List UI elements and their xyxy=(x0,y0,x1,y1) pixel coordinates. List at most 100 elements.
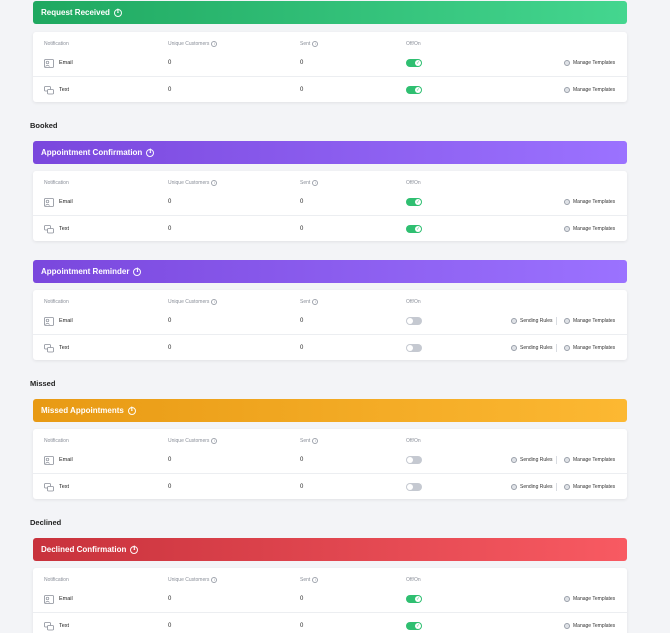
enable-toggle[interactable] xyxy=(406,483,422,491)
col-sent-header: Sent i xyxy=(300,41,319,47)
gear-icon xyxy=(564,457,570,463)
table-row: Email 0 0 ✓ Manage Templates xyxy=(33,189,627,215)
block-banner: Appointment Reminder i xyxy=(33,260,627,283)
info-icon[interactable]: i xyxy=(113,8,122,17)
enable-toggle[interactable]: ✓ xyxy=(406,59,422,67)
col-off-on-header: Off/On xyxy=(406,577,421,583)
check-icon: ✓ xyxy=(415,87,421,93)
gear-icon xyxy=(511,484,517,490)
gear-icon xyxy=(564,484,570,490)
check-icon: ✓ xyxy=(415,199,421,205)
gear-icon xyxy=(564,345,570,351)
sending-rules-button[interactable]: Sending Rules xyxy=(511,335,553,361)
chat-icon xyxy=(44,343,54,352)
col-notification-header: Notification xyxy=(44,299,69,305)
check-icon: ✓ xyxy=(415,60,421,66)
block-title: Appointment Reminder xyxy=(41,267,130,276)
channel-label: Email xyxy=(59,457,73,463)
table-row: Text 0 0 Sending Rules Manage Templates xyxy=(33,334,627,360)
unique-customers-value: 0 xyxy=(168,457,172,463)
enable-toggle[interactable]: ✓ xyxy=(406,86,422,94)
section-title-missed: Missed xyxy=(30,379,56,388)
info-icon[interactable]: i xyxy=(211,299,218,305)
sent-value: 0 xyxy=(300,596,304,602)
section-title-booked: Booked xyxy=(30,121,58,130)
col-off-on-header: Off/On xyxy=(406,180,421,186)
info-icon[interactable]: i xyxy=(312,299,319,305)
unique-customers-value: 0 xyxy=(168,226,172,232)
info-icon[interactable]: i xyxy=(211,180,218,186)
manage-templates-button[interactable]: Manage Templates xyxy=(564,308,615,334)
col-off-on-header: Off/On xyxy=(406,299,421,305)
section-title-declined: Declined xyxy=(30,518,62,527)
manage-templates-button[interactable]: Manage Templates xyxy=(564,586,615,612)
enable-toggle[interactable]: ✓ xyxy=(406,622,422,630)
notification-table: Notification Unique Customers i Sent i Off… xyxy=(33,429,627,499)
gear-icon xyxy=(564,199,570,205)
channel-label: Email xyxy=(59,596,73,602)
manage-templates-button[interactable]: Manage Templates xyxy=(564,335,615,361)
divider xyxy=(556,344,557,352)
unique-customers-value: 0 xyxy=(168,484,172,490)
table-row: Email 0 0 Sending Rules Manage Templates xyxy=(33,308,627,334)
notification-table: Notification Unique Customers i Sent i Off… xyxy=(33,32,627,102)
manage-templates-button[interactable]: Manage Templates xyxy=(564,613,615,633)
info-icon[interactable]: i xyxy=(312,41,319,47)
email-icon xyxy=(44,197,54,207)
col-sent-header: Sent i xyxy=(300,438,319,444)
manage-templates-button[interactable]: Manage Templates xyxy=(564,447,615,473)
sending-rules-button[interactable]: Sending Rules xyxy=(511,474,553,500)
enable-toggle[interactable] xyxy=(406,317,422,325)
block-title: Missed Appointments xyxy=(41,406,124,415)
info-icon[interactable]: i xyxy=(312,577,319,583)
info-icon[interactable]: i xyxy=(211,41,218,47)
gear-icon xyxy=(564,596,570,602)
manage-templates-button[interactable]: Manage Templates xyxy=(564,189,615,215)
gear-icon xyxy=(564,87,570,93)
enable-toggle[interactable]: ✓ xyxy=(406,595,422,603)
info-icon[interactable]: i xyxy=(211,438,218,444)
unique-customers-value: 0 xyxy=(168,199,172,205)
gear-icon xyxy=(564,318,570,324)
block-banner: Missed Appointments i xyxy=(33,399,627,422)
gear-icon xyxy=(511,318,517,324)
table-row: Text 0 0 ✓ Manage Templates xyxy=(33,612,627,633)
manage-templates-button[interactable]: Manage Templates xyxy=(564,216,615,242)
enable-toggle[interactable]: ✓ xyxy=(406,198,422,206)
info-icon[interactable]: i xyxy=(146,148,155,157)
chat-icon xyxy=(44,224,54,233)
channel-label: Text xyxy=(59,345,70,351)
unique-customers-value: 0 xyxy=(168,596,172,602)
sending-rules-button[interactable]: Sending Rules xyxy=(511,447,553,473)
info-icon[interactable]: i xyxy=(127,406,136,415)
gear-icon xyxy=(564,60,570,66)
enable-toggle[interactable] xyxy=(406,344,422,352)
sent-value: 0 xyxy=(300,60,304,66)
manage-templates-button[interactable]: Manage Templates xyxy=(564,77,615,103)
channel-label: Text xyxy=(59,226,70,232)
info-icon[interactable]: i xyxy=(312,438,319,444)
unique-customers-value: 0 xyxy=(168,60,172,66)
email-icon xyxy=(44,594,54,604)
gear-icon xyxy=(564,623,570,629)
manage-templates-button[interactable]: Manage Templates xyxy=(564,50,615,76)
info-icon[interactable]: i xyxy=(133,267,142,276)
manage-templates-button[interactable]: Manage Templates xyxy=(564,474,615,500)
info-icon[interactable]: i xyxy=(211,577,218,583)
sent-value: 0 xyxy=(300,623,304,629)
gear-icon xyxy=(511,345,517,351)
info-icon[interactable]: i xyxy=(130,545,139,554)
block-banner: Declined Confirmation i xyxy=(33,538,627,561)
col-unique-customers-header: Unique Customers i xyxy=(168,41,218,47)
unique-customers-value: 0 xyxy=(168,345,172,351)
unique-customers-value: 0 xyxy=(168,87,172,93)
info-icon[interactable]: i xyxy=(312,180,319,186)
sending-rules-button[interactable]: Sending Rules xyxy=(511,308,553,334)
block-title: Appointment Confirmation xyxy=(41,148,143,157)
check-icon: ✓ xyxy=(415,623,421,629)
col-notification-header: Notification xyxy=(44,180,69,186)
enable-toggle[interactable]: ✓ xyxy=(406,225,422,233)
block-banner: Appointment Confirmation i xyxy=(33,141,627,164)
enable-toggle[interactable] xyxy=(406,456,422,464)
unique-customers-value: 0 xyxy=(168,318,172,324)
